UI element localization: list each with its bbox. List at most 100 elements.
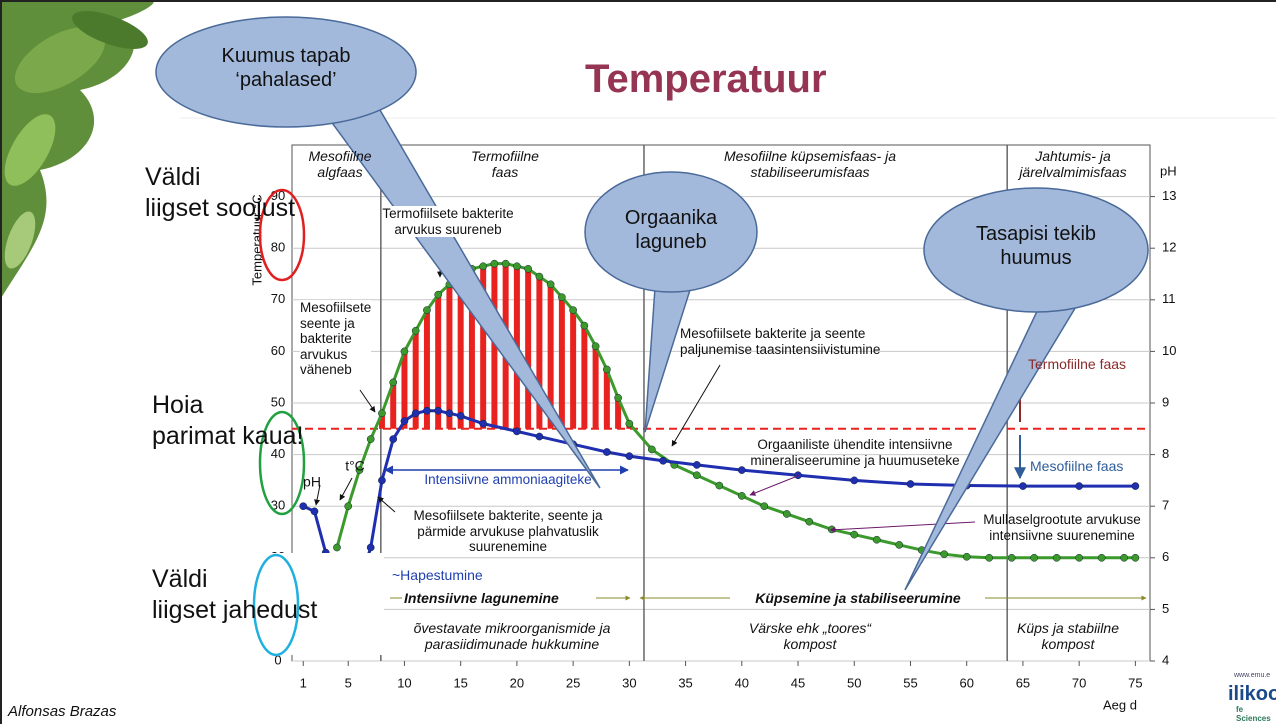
series-point bbox=[457, 412, 464, 419]
x-tick-label: 65 bbox=[1016, 675, 1030, 690]
threshold-label: Mesofiilne faas bbox=[1030, 458, 1123, 474]
series-point bbox=[1132, 482, 1139, 489]
x-tick-label: 60 bbox=[959, 675, 973, 690]
series-point bbox=[300, 503, 307, 510]
y-tick-label: 70 bbox=[271, 291, 285, 306]
x-tick-label: 10 bbox=[397, 675, 411, 690]
series-point bbox=[480, 420, 487, 427]
logo: ilikoo bbox=[1228, 683, 1276, 706]
y2-tick-label: 13 bbox=[1162, 188, 1176, 203]
annotation: ~Hapestumine bbox=[392, 567, 483, 583]
side-note: Hoia parimat kaua! bbox=[152, 390, 303, 453]
series-point bbox=[401, 417, 408, 424]
series-point bbox=[615, 394, 622, 401]
series-point bbox=[367, 436, 374, 443]
series-point bbox=[536, 273, 543, 280]
annotation: Mesofiilsete bakterite ja seente paljune… bbox=[680, 326, 880, 357]
series-point bbox=[738, 466, 745, 473]
series-point bbox=[423, 407, 430, 414]
annotation: Intensiivne ammoniaagiteke bbox=[424, 472, 591, 488]
series-point bbox=[1132, 554, 1139, 561]
y2-axis-title: pH bbox=[1160, 163, 1177, 178]
y2-tick-label: 11 bbox=[1162, 291, 1176, 306]
series-point bbox=[986, 554, 993, 561]
series-point bbox=[693, 461, 700, 468]
series-point bbox=[693, 472, 700, 479]
x-tick-label: 20 bbox=[510, 675, 524, 690]
series-point bbox=[378, 477, 385, 484]
series-point bbox=[716, 482, 723, 489]
x-tick-label: 55 bbox=[903, 675, 917, 690]
series-point bbox=[547, 281, 554, 288]
stage-label: Värske ehk „toores“ kompost bbox=[749, 620, 871, 652]
series-point bbox=[873, 536, 880, 543]
slide-title: Temperatuur bbox=[585, 56, 827, 102]
series-point bbox=[480, 263, 487, 270]
y2-tick-label: 5 bbox=[1162, 601, 1169, 616]
callout-text: Tasapisi tekib huumus bbox=[976, 222, 1096, 270]
stage-label: Küps ja stabiilne kompost bbox=[1017, 620, 1119, 652]
series-point bbox=[513, 428, 520, 435]
annotation-arrow bbox=[360, 390, 375, 412]
series-point bbox=[333, 544, 340, 551]
series-point bbox=[412, 327, 419, 334]
series-point bbox=[783, 510, 790, 517]
x-tick-label: 50 bbox=[847, 675, 861, 690]
series-label: t°C bbox=[345, 458, 365, 474]
series-point bbox=[1121, 554, 1128, 561]
side-note: Väldi liigset jahedust bbox=[152, 564, 317, 627]
series-point bbox=[435, 291, 442, 298]
y2-tick-label: 6 bbox=[1162, 549, 1169, 564]
series-point bbox=[907, 480, 914, 487]
stage-label: õvestavate mikroorganismide ja parasiidi… bbox=[414, 620, 611, 652]
series-point bbox=[738, 492, 745, 499]
series-point bbox=[570, 307, 577, 314]
series-point bbox=[592, 343, 599, 350]
annotation-arrow bbox=[830, 522, 975, 530]
series-point bbox=[401, 348, 408, 355]
series-point bbox=[423, 307, 430, 314]
x-axis-title: Aeg d bbox=[1103, 697, 1137, 712]
series-point bbox=[390, 379, 397, 386]
side-note: Väldi liigset soojust bbox=[145, 162, 295, 225]
phase-header: Mesofiilne algfaas bbox=[308, 148, 371, 180]
series-point bbox=[963, 553, 970, 560]
series-point bbox=[1076, 554, 1083, 561]
logo-url: www.emu.e bbox=[1234, 672, 1270, 680]
y2-tick-label: 10 bbox=[1162, 343, 1176, 358]
y2-tick-label: 8 bbox=[1162, 446, 1169, 461]
x-tick-label: 25 bbox=[566, 675, 580, 690]
series-point bbox=[525, 265, 532, 272]
series-point bbox=[412, 410, 419, 417]
annotation: Mesofiilsete seente ja bakterite arvukus… bbox=[300, 300, 371, 378]
series-point bbox=[794, 472, 801, 479]
series-point bbox=[367, 544, 374, 551]
y2-tick-label: 9 bbox=[1162, 394, 1169, 409]
x-tick-label: 40 bbox=[735, 675, 749, 690]
annotation: Mullaselgrootute arvukuse intensiivne su… bbox=[983, 512, 1141, 543]
threshold-label: Termofiilne faas bbox=[1028, 356, 1126, 372]
y2-tick-label: 7 bbox=[1162, 498, 1169, 513]
y-tick-label: 60 bbox=[271, 343, 285, 358]
series-point bbox=[502, 260, 509, 267]
series-point bbox=[378, 410, 385, 417]
series-point bbox=[1031, 554, 1038, 561]
y2-tick-label: 4 bbox=[1162, 652, 1169, 667]
x-tick-label: 45 bbox=[791, 675, 805, 690]
series-point bbox=[311, 508, 318, 515]
annotation: Termofiilsete bakterite arvukus suureneb bbox=[382, 206, 513, 237]
series-point bbox=[446, 410, 453, 417]
series-point bbox=[1053, 554, 1060, 561]
series-point bbox=[761, 503, 768, 510]
author: Alfonsas Brazas bbox=[8, 703, 116, 720]
callout-text: Kuumus tapab ‘pahalased’ bbox=[222, 44, 351, 92]
series-point bbox=[1076, 482, 1083, 489]
series-point bbox=[659, 457, 666, 464]
x-tick-label: 70 bbox=[1072, 675, 1086, 690]
series-point bbox=[648, 446, 655, 453]
series-point bbox=[1098, 554, 1105, 561]
series-point bbox=[581, 322, 588, 329]
series-point bbox=[851, 531, 858, 538]
slide: 0102030405060708090456789101112131510152… bbox=[0, 0, 1276, 724]
series-point bbox=[513, 263, 520, 270]
